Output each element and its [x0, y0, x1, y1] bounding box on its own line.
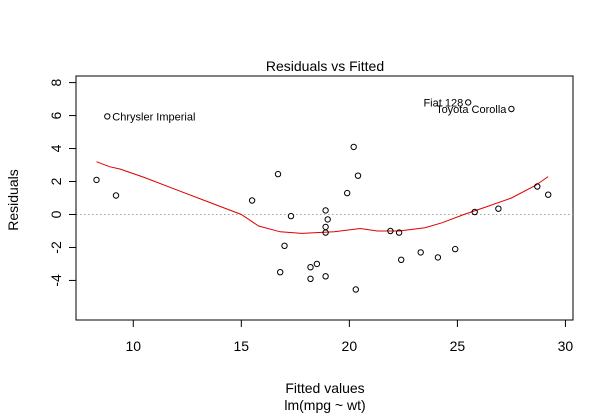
data-point	[350, 143, 357, 151]
data-point	[307, 264, 314, 271]
data-point	[387, 227, 394, 235]
data-point	[93, 176, 100, 184]
data-point	[313, 260, 321, 268]
data-point	[452, 245, 459, 253]
data-point	[344, 189, 351, 197]
data-point	[471, 208, 478, 216]
y-tick-label: 4	[48, 144, 64, 152]
data-point	[104, 113, 111, 120]
data-point	[322, 223, 329, 231]
point-annotation: Chrysler Imperial	[112, 111, 195, 123]
smooth-line-layer	[96, 161, 549, 234]
data-point	[545, 191, 552, 198]
data-point	[307, 275, 314, 282]
data-point	[398, 256, 405, 263]
data-point	[281, 242, 288, 250]
y-tick-label: -4	[48, 274, 64, 287]
point-annotation: Fiat 128	[423, 97, 463, 109]
data-point	[112, 192, 120, 199]
y-tick-label: 8	[48, 78, 64, 86]
smooth-line	[96, 161, 549, 234]
x-tick-label: 25	[450, 338, 466, 354]
points-layer	[93, 99, 552, 293]
data-point	[322, 207, 329, 214]
data-point	[324, 216, 331, 223]
data-point	[465, 99, 472, 106]
x-tick-label: 15	[234, 338, 250, 354]
x-axis-label: Fitted values	[285, 380, 364, 396]
x-axis-sublabel: lm(mpg ~ wt)	[284, 397, 365, 413]
data-point	[534, 183, 541, 190]
y-tick-label: 6	[48, 111, 64, 119]
x-tick-label: 30	[558, 338, 574, 354]
x-tick-label: 20	[342, 338, 358, 354]
data-point	[354, 172, 362, 179]
data-point	[274, 170, 282, 178]
data-point	[322, 273, 329, 280]
y-tick-label: 2	[48, 177, 64, 185]
data-point	[287, 212, 295, 220]
data-point	[248, 197, 256, 204]
point-annotation: Toyota Corolla	[436, 104, 507, 116]
y-axis-label: Residuals	[5, 169, 21, 230]
data-point	[322, 229, 329, 236]
data-point	[508, 105, 515, 113]
y-tick-label: 0	[48, 210, 64, 218]
chart-title: Residuals vs Fitted	[266, 58, 384, 74]
y-tick-label: -2	[48, 241, 64, 254]
data-point	[495, 205, 502, 212]
data-point	[352, 286, 359, 293]
data-point	[434, 254, 442, 261]
data-point	[417, 249, 424, 256]
data-point	[395, 229, 403, 236]
data-point	[277, 269, 284, 276]
x-axis: 10 15 20 25 30	[125, 319, 574, 354]
y-axis: -4 -2 0 2 4 6 8	[48, 78, 77, 287]
x-tick-label: 10	[125, 338, 141, 354]
